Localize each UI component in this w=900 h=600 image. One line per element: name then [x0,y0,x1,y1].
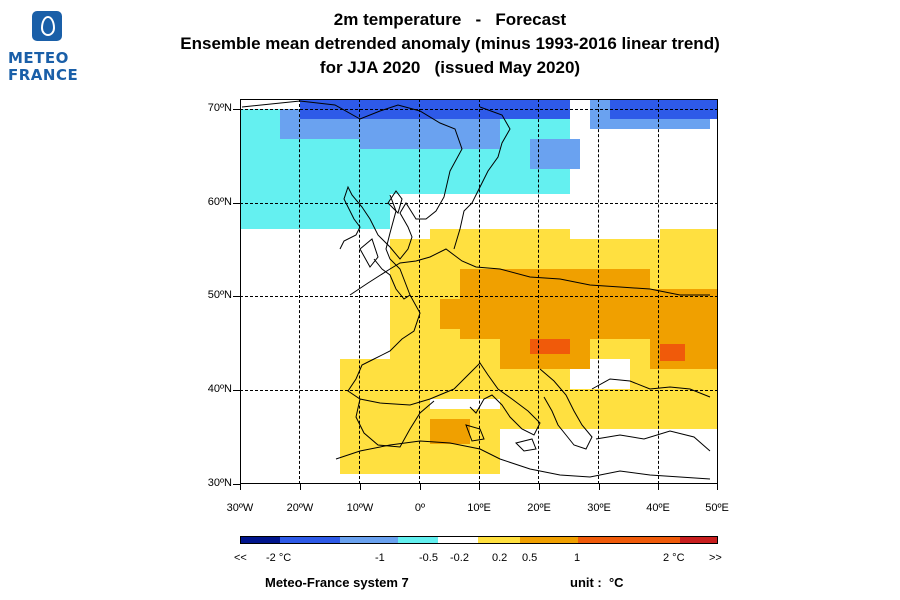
y-tick [233,484,240,485]
lat-label: 40ºN [207,383,232,395]
x-tick [300,484,301,490]
colorbar-label: -1 [375,552,385,564]
colorbar-label: 0.2 [492,552,508,564]
map-frame [240,99,718,484]
colorbar-segment [578,536,680,544]
north-africa-coast [335,440,711,480]
scandinavia-coast [241,100,463,260]
colorbar-label: >> [709,552,722,564]
logo-line1: METEO [8,49,69,67]
colorbar-segment [280,536,340,544]
x-tick [360,484,361,490]
meteo-france-logo: METEO FRANCE [6,8,90,88]
title-line1: 2m temperature - Forecast [333,10,567,29]
iberia-coast [355,398,435,448]
x-tick [599,484,600,490]
northern-coast-europe [349,248,710,296]
lon-label: 30ºE [587,502,611,514]
sicily-coast [515,438,537,452]
lon-label: 20ºW [286,502,314,514]
anomaly-cell [660,229,718,279]
meteo-france-emblem-icon [32,11,62,41]
grid-line [598,99,599,484]
anomaly-cell [660,344,685,361]
logo-line2: FRANCE [8,66,79,84]
grid-line [240,296,718,297]
colorbar-segment [398,536,438,544]
anomaly-cell [440,299,500,329]
colorbar-label: -0.5 [419,552,438,564]
lon-label: 10ºE [467,502,491,514]
anomaly-cell [240,139,280,199]
y-tick [233,109,240,110]
coastlines [241,100,711,480]
lat-label: 30ºN [207,477,232,489]
grid-line [299,99,300,484]
colorbar-segment [520,536,578,544]
x-tick [240,484,241,490]
lon-label: 0º [414,502,426,514]
anomaly-cell [430,419,470,444]
anomaly-map [240,99,718,484]
colorbar-label: 2 °C [663,552,685,564]
gb-coast [373,194,411,300]
finland-coast [453,106,511,250]
colorbar-label: -2 °C [266,552,292,564]
x-tick [420,484,421,490]
balkans-coast [539,368,593,450]
lat-label: 50ºN [207,289,232,301]
title-line2: Ensemble mean detrended anomaly (minus 1… [180,34,720,53]
colorbar-label: -0.2 [450,552,469,564]
grid-line [538,99,539,484]
colorbar-segment [240,536,280,544]
grid-line [240,203,718,204]
unit-label: unit : °C [570,575,624,590]
grid-line [240,390,718,391]
lon-label: 50ºE [705,502,729,514]
ireland-coast [359,238,379,268]
colorbar-label: << [234,552,247,564]
lon-label: 40ºE [646,502,670,514]
x-tick [479,484,480,490]
grid-line [359,99,360,484]
model-system-label: Meteo-France system 7 [265,575,409,590]
colorbar-segment [340,536,398,544]
italy-coast [453,362,541,436]
turkey-coast [595,430,711,452]
colorbar-segment [438,536,478,544]
anomaly-cell [560,239,630,259]
lon-label: 20ºE [527,502,551,514]
grid-line [658,99,659,484]
x-tick [658,484,659,490]
colorbar-segment [478,536,520,544]
sardinia-coast [465,424,485,442]
colorbar-label: 0.5 [522,552,538,564]
anomaly-cell [530,339,570,354]
baltic-island [387,190,403,214]
grid-line [479,99,480,484]
x-tick [717,484,718,490]
y-tick [233,390,240,391]
colorbar-segment [680,536,718,544]
x-tick [539,484,540,490]
grid-line [419,99,420,484]
lat-label: 60ºN [207,196,232,208]
anomaly-cell [360,119,500,149]
colorbar-frame [240,536,718,544]
y-tick [233,203,240,204]
anomaly-cell [340,399,430,474]
lon-label: 30ºW [226,502,254,514]
title-line3: for JJA 2020 (issued May 2020) [319,58,581,77]
lat-label: 70ºN [207,102,232,114]
grid-line [240,109,718,110]
y-tick [233,296,240,297]
colorbar-label: 1 [574,552,581,564]
lon-label: 10ºW [346,502,374,514]
black-sea-coast [591,378,711,398]
